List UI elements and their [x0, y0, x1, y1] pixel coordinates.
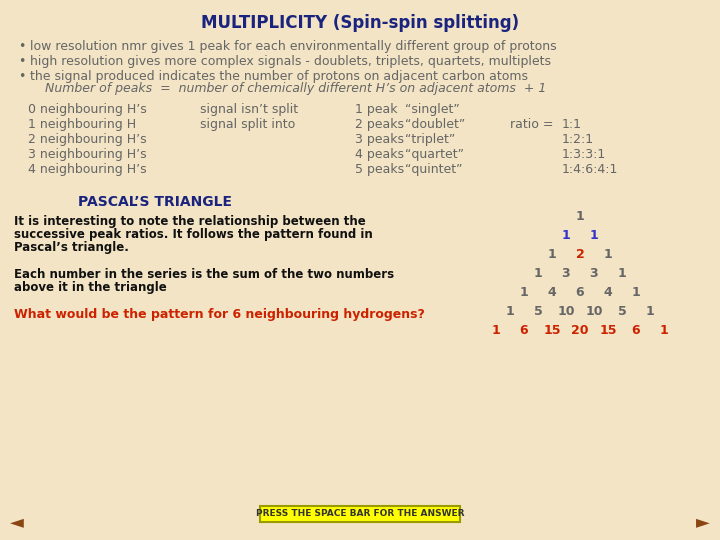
Text: 1: 1	[505, 305, 514, 318]
Text: 3 peaks: 3 peaks	[355, 133, 404, 146]
Text: the signal produced indicates the number of protons on adjacent carbon atoms: the signal produced indicates the number…	[30, 70, 528, 83]
Text: 1:3:3:1: 1:3:3:1	[562, 148, 606, 161]
Text: 4: 4	[548, 286, 557, 299]
Text: above it in the triangle: above it in the triangle	[14, 281, 167, 294]
Text: 1: 1	[548, 248, 557, 261]
FancyBboxPatch shape	[260, 506, 460, 522]
Text: 5: 5	[534, 305, 542, 318]
Text: 1:2:1: 1:2:1	[562, 133, 594, 146]
Text: 0 neighbouring H’s: 0 neighbouring H’s	[28, 103, 147, 116]
Text: 15: 15	[544, 324, 561, 337]
Text: 15: 15	[599, 324, 617, 337]
Text: •: •	[18, 70, 25, 83]
Text: 6: 6	[576, 286, 585, 299]
Text: 4: 4	[603, 286, 613, 299]
Text: 1: 1	[660, 324, 668, 337]
Text: 1: 1	[575, 210, 585, 223]
Text: successive peak ratios. It follows the pattern found in: successive peak ratios. It follows the p…	[14, 228, 373, 241]
Text: Pascal’s triangle.: Pascal’s triangle.	[14, 241, 129, 254]
Text: 5 peaks: 5 peaks	[355, 163, 404, 176]
Text: “quintet”: “quintet”	[405, 163, 462, 176]
Text: MULTIPLICITY (Spin-spin splitting): MULTIPLICITY (Spin-spin splitting)	[201, 14, 519, 32]
Text: 1: 1	[590, 229, 598, 242]
Text: Each number in the series is the sum of the two numbers: Each number in the series is the sum of …	[14, 268, 394, 281]
Text: 1: 1	[646, 305, 654, 318]
Text: 6: 6	[520, 324, 528, 337]
Text: What would be the pattern for 6 neighbouring hydrogens?: What would be the pattern for 6 neighbou…	[14, 308, 425, 321]
Text: 1:1: 1:1	[562, 118, 582, 131]
Text: 3 neighbouring H’s: 3 neighbouring H’s	[28, 148, 147, 161]
Text: 1: 1	[492, 324, 500, 337]
Text: ◄: ◄	[10, 513, 24, 531]
Text: 2 neighbouring H’s: 2 neighbouring H’s	[28, 133, 147, 146]
Text: “quartet”: “quartet”	[405, 148, 464, 161]
Text: “doublet”: “doublet”	[405, 118, 465, 131]
Text: •: •	[18, 40, 25, 53]
Text: 4 neighbouring H’s: 4 neighbouring H’s	[28, 163, 147, 176]
Text: •: •	[18, 55, 25, 68]
Text: 1 peak: 1 peak	[355, 103, 397, 116]
Text: 1: 1	[534, 267, 542, 280]
Text: “triplet”: “triplet”	[405, 133, 455, 146]
Text: 1: 1	[631, 286, 640, 299]
Text: 2 peaks: 2 peaks	[355, 118, 404, 131]
Text: 4 peaks: 4 peaks	[355, 148, 404, 161]
Text: high resolution gives more complex signals - doublets, triplets, quartets, multi: high resolution gives more complex signa…	[30, 55, 551, 68]
Text: 3: 3	[562, 267, 570, 280]
Text: 1: 1	[520, 286, 528, 299]
Text: 3: 3	[590, 267, 598, 280]
Text: PASCAL’S TRIANGLE: PASCAL’S TRIANGLE	[78, 195, 232, 209]
Text: “singlet”: “singlet”	[405, 103, 460, 116]
Text: 1:4:6:4:1: 1:4:6:4:1	[562, 163, 618, 176]
Text: 5: 5	[618, 305, 626, 318]
Text: PRESS THE SPACE BAR FOR THE ANSWER: PRESS THE SPACE BAR FOR THE ANSWER	[256, 510, 464, 518]
Text: 2: 2	[575, 248, 585, 261]
Text: low resolution nmr gives 1 peak for each environmentally different group of prot: low resolution nmr gives 1 peak for each…	[30, 40, 557, 53]
Text: 20: 20	[571, 324, 589, 337]
Text: 1: 1	[562, 229, 570, 242]
Text: Number of peaks  =  number of chemically different H’s on adjacent atoms  + 1: Number of peaks = number of chemically d…	[45, 82, 546, 95]
Text: ratio =: ratio =	[510, 118, 554, 131]
Text: 10: 10	[585, 305, 603, 318]
Text: 10: 10	[557, 305, 575, 318]
Text: signal split into: signal split into	[200, 118, 295, 131]
Text: It is interesting to note the relationship between the: It is interesting to note the relationsh…	[14, 215, 366, 228]
Text: ►: ►	[696, 513, 710, 531]
Text: signal isn’t split: signal isn’t split	[200, 103, 298, 116]
Text: 1 neighbouring H: 1 neighbouring H	[28, 118, 136, 131]
Text: 1: 1	[603, 248, 613, 261]
Text: 6: 6	[631, 324, 640, 337]
Text: 1: 1	[618, 267, 626, 280]
